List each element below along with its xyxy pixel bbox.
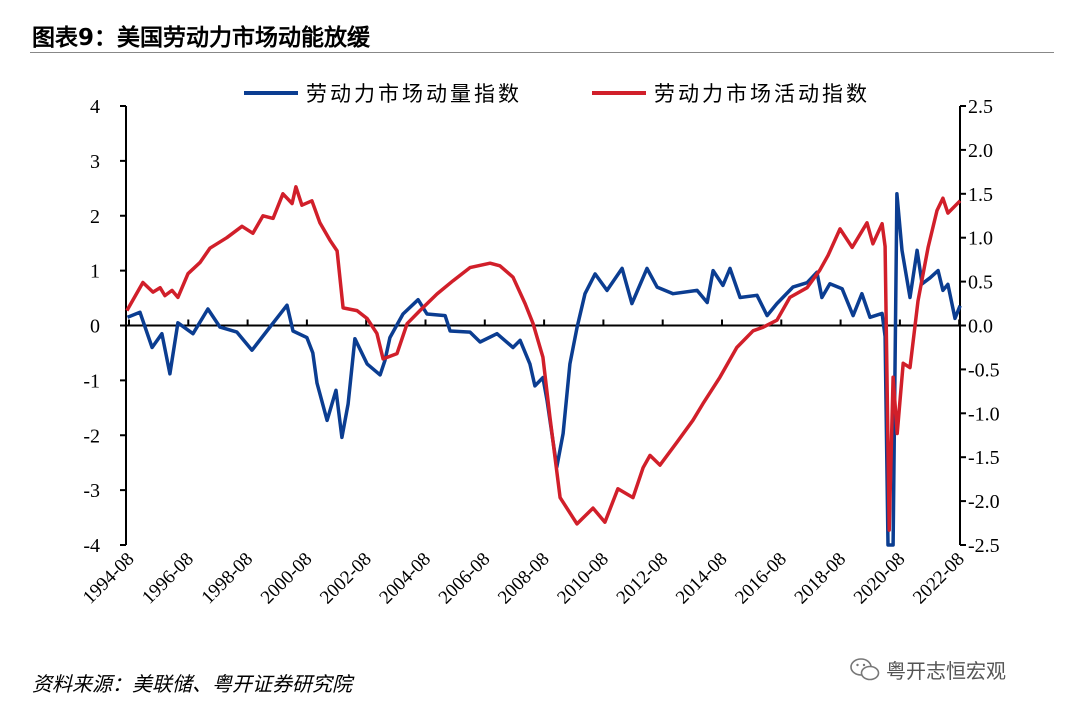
left-tick-label: -3 bbox=[83, 480, 100, 502]
legend-label-momentum: 劳动力市场动量指数 bbox=[306, 82, 522, 106]
wechat-icon bbox=[850, 657, 880, 680]
figure-title: 图表9：美国劳动力市场动能放缓 bbox=[32, 25, 371, 51]
right-tick-label: 0.5 bbox=[968, 272, 993, 294]
right-tick-label: -1.0 bbox=[968, 403, 1000, 425]
activity-index-line bbox=[125, 185, 962, 532]
left-tick-label: 1 bbox=[90, 261, 100, 283]
left-tick-label: 2 bbox=[90, 206, 100, 228]
x-tick-label: 1996-08 bbox=[138, 549, 198, 609]
x-tick-label: 2018-08 bbox=[791, 549, 851, 609]
right-tick-label: 1.5 bbox=[968, 184, 993, 206]
x-tick-label: 2004-08 bbox=[375, 549, 435, 609]
x-tick-label: 2016-08 bbox=[731, 549, 791, 609]
title-divider bbox=[30, 52, 1054, 53]
x-tick-label: 2020-08 bbox=[850, 549, 910, 609]
legend: 劳动力市场动量指数 劳动力市场活动指数 bbox=[244, 82, 870, 106]
right-tick-label: -2.0 bbox=[968, 491, 1000, 513]
source-note: 资料来源：美联储、粤开证券研究院 bbox=[32, 672, 352, 696]
right-tick-label: -2.5 bbox=[968, 535, 1000, 557]
left-tick-label: 4 bbox=[90, 96, 100, 118]
x-tick-label: 2000-08 bbox=[257, 549, 317, 609]
watermark-text: 粤开志恒宏观 bbox=[886, 659, 1006, 683]
watermark: 粤开志恒宏观 bbox=[850, 655, 1006, 684]
left-tick-label: -2 bbox=[83, 425, 100, 447]
x-tick-label: 2012-08 bbox=[613, 549, 673, 609]
x-tick-label: 1998-08 bbox=[198, 549, 258, 609]
right-tick-label: 2.0 bbox=[968, 140, 993, 162]
left-tick-label: 3 bbox=[90, 151, 100, 173]
momentum-index-line bbox=[126, 192, 962, 547]
right-tick-label: -1.5 bbox=[968, 447, 1000, 469]
x-tick-label: 2002-08 bbox=[316, 549, 376, 609]
legend-label-activity: 劳动力市场活动指数 bbox=[654, 82, 870, 106]
x-tick-label: 2006-08 bbox=[435, 549, 495, 609]
x-tick-label: 2008-08 bbox=[494, 549, 554, 609]
right-tick-label: 1.0 bbox=[968, 228, 993, 250]
x-tick-label: 2010-08 bbox=[553, 549, 613, 609]
x-tick-label: 2014-08 bbox=[672, 549, 732, 609]
x-tick-label: 2022-08 bbox=[909, 549, 969, 609]
right-tick-label: 2.5 bbox=[968, 96, 993, 118]
left-tick-label: -1 bbox=[83, 370, 100, 392]
left-tick-label: -4 bbox=[83, 535, 100, 557]
right-tick-label: -0.5 bbox=[968, 359, 1000, 381]
x-tick-label: 1994-08 bbox=[79, 549, 139, 609]
left-tick-label: 0 bbox=[90, 316, 100, 338]
right-tick-label: 0.0 bbox=[968, 316, 993, 338]
